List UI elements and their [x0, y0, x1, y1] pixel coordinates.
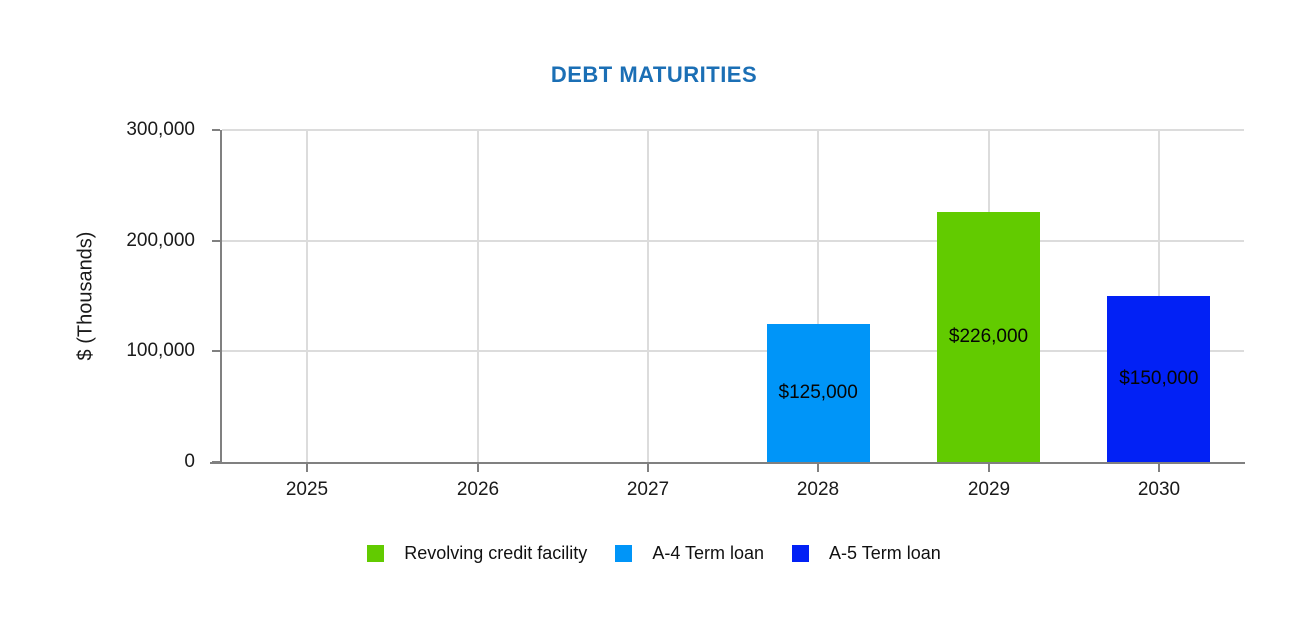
legend-swatch-light-blue — [615, 544, 633, 562]
bar-2028: $125,000 — [766, 323, 870, 462]
x-axis-line — [210, 462, 1245, 464]
bar-label-2030: $150,000 — [1119, 368, 1199, 389]
legend-item-a5-term-loan: A-5 Term loan — [792, 543, 941, 564]
y-tick-label-100000: 100,000 — [126, 340, 195, 361]
gridline-vertical — [476, 130, 479, 462]
y-axis-tick — [212, 350, 220, 353]
legend-swatch-dark-blue — [792, 544, 810, 562]
x-tick-label-2028: 2028 — [796, 479, 840, 500]
plot-area: $226,000 $125,000 $150,000 — [210, 129, 1245, 472]
x-axis-tick — [817, 464, 820, 472]
x-axis-tick — [306, 464, 309, 472]
y-tick-label-300000: 300,000 — [126, 119, 195, 140]
legend: Revolving credit facility A-4 Term loan … — [0, 542, 1308, 564]
x-tick-label-2027: 2027 — [626, 479, 670, 500]
y-axis-tick — [212, 239, 220, 242]
x-tick-label-2029: 2029 — [967, 479, 1011, 500]
x-axis-tick — [987, 464, 990, 472]
chart-title: DEBT MATURITIES — [550, 62, 758, 87]
gridline-vertical — [306, 130, 309, 462]
y-axis-line — [220, 130, 222, 464]
y-axis-tick — [212, 129, 220, 131]
y-tick-label-0: 0 — [184, 451, 195, 472]
x-tick-label-2030: 2030 — [1137, 479, 1181, 500]
bar-label-2028: $125,000 — [778, 381, 858, 403]
bar-label-2029: $226,000 — [948, 325, 1029, 347]
gridline-horizontal — [222, 350, 1244, 353]
y-tick-label-200000: 200,000 — [126, 230, 195, 251]
x-axis-tick — [646, 464, 649, 472]
bar-2029: $226,000 — [937, 211, 1040, 462]
x-axis-tick — [1157, 464, 1160, 472]
x-tick-label-2026: 2026 — [456, 479, 500, 500]
x-axis-tick — [476, 464, 479, 472]
gridline-horizontal — [222, 129, 1244, 131]
legend-item-revolving-credit-facility: Revolving credit facility — [367, 543, 587, 564]
legend-label: A-5 Term loan — [829, 542, 941, 563]
gridline-vertical — [646, 130, 649, 462]
legend-label: A-4 Term loan — [652, 542, 765, 563]
y-axis-tick — [212, 461, 220, 463]
legend-item-a4-term-loan: A-4 Term loan — [615, 543, 764, 564]
legend-label: Revolving credit facility — [404, 542, 588, 563]
legend-swatch-green — [367, 544, 385, 562]
x-tick-label-2025: 2025 — [285, 479, 329, 500]
gridline-horizontal — [222, 239, 1244, 242]
gridline-vertical — [817, 130, 820, 462]
bar-2030: $150,000 — [1107, 296, 1211, 462]
